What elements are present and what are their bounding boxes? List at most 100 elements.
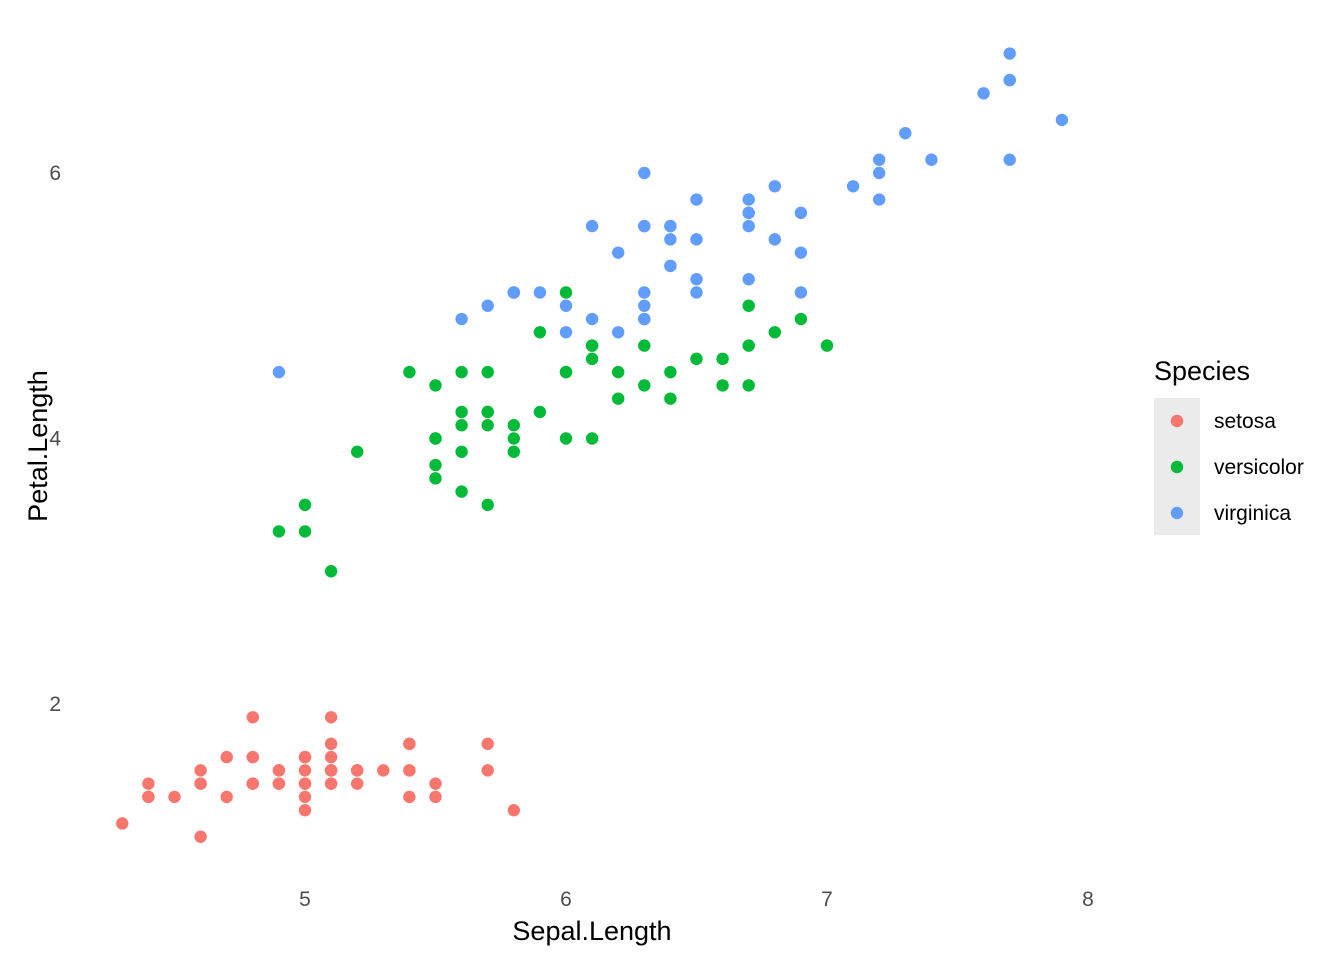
data-point-versicolor bbox=[481, 419, 494, 432]
data-point-versicolor bbox=[716, 379, 729, 392]
data-point-setosa bbox=[298, 750, 312, 764]
data-point-versicolor bbox=[768, 326, 781, 339]
data-point-versicolor bbox=[324, 565, 338, 578]
data-point-virginica bbox=[612, 246, 625, 259]
data-point-virginica bbox=[690, 193, 703, 206]
data-point-versicolor bbox=[481, 498, 494, 512]
y-tick-label: 4 bbox=[49, 428, 61, 451]
data-point-virginica bbox=[1055, 113, 1069, 127]
data-point-virginica bbox=[1003, 73, 1016, 87]
data-point-versicolor bbox=[298, 525, 312, 538]
data-point-setosa bbox=[324, 777, 338, 790]
data-point-virginica bbox=[899, 126, 912, 140]
data-point-versicolor bbox=[612, 392, 625, 405]
data-point-setosa bbox=[481, 737, 494, 751]
data-point-versicolor bbox=[820, 339, 834, 352]
data-point-virginica bbox=[481, 299, 494, 312]
data-point-versicolor bbox=[585, 339, 599, 352]
data-point-versicolor bbox=[690, 352, 703, 366]
data-point-versicolor bbox=[612, 365, 625, 379]
data-point-virginica bbox=[846, 180, 860, 193]
data-point-setosa bbox=[246, 777, 259, 790]
data-point-versicolor bbox=[716, 352, 729, 366]
data-point-virginica bbox=[1003, 47, 1016, 60]
x-axis-title: Sepal.Length bbox=[512, 916, 671, 946]
data-point-setosa bbox=[220, 750, 233, 764]
data-point-setosa bbox=[298, 777, 312, 790]
data-point-virginica bbox=[585, 312, 599, 326]
data-point-setosa bbox=[351, 764, 364, 777]
data-point-setosa bbox=[194, 777, 207, 790]
data-point-versicolor bbox=[533, 405, 547, 419]
data-point-setosa bbox=[298, 790, 312, 804]
data-point-setosa bbox=[246, 750, 259, 764]
data-point-virginica bbox=[638, 312, 651, 326]
data-point-versicolor bbox=[455, 419, 468, 432]
data-point-versicolor bbox=[481, 365, 494, 379]
data-point-virginica bbox=[742, 193, 755, 206]
data-point-virginica bbox=[742, 206, 755, 220]
data-point-virginica bbox=[533, 286, 547, 299]
data-point-versicolor bbox=[455, 365, 468, 379]
data-point-virginica bbox=[638, 219, 651, 233]
data-point-setosa bbox=[324, 737, 338, 751]
data-point-versicolor bbox=[664, 392, 677, 405]
data-point-virginica bbox=[873, 166, 886, 180]
data-point-versicolor bbox=[298, 498, 312, 512]
data-point-versicolor bbox=[351, 445, 364, 458]
legend-label-versicolor: versicolor bbox=[1214, 456, 1304, 479]
data-point-versicolor bbox=[429, 432, 442, 445]
data-point-setosa bbox=[272, 777, 286, 790]
data-point-versicolor bbox=[585, 432, 599, 445]
data-point-virginica bbox=[742, 219, 755, 233]
data-point-virginica bbox=[742, 273, 755, 286]
data-point-versicolor bbox=[742, 299, 755, 312]
data-point-versicolor bbox=[559, 432, 573, 445]
data-point-virginica bbox=[664, 233, 677, 246]
data-point-versicolor bbox=[455, 485, 468, 498]
legend-title: Species bbox=[1154, 356, 1250, 386]
data-point-versicolor bbox=[742, 339, 755, 352]
legend-items: setosa versicolor virginica bbox=[1170, 410, 1304, 525]
y-tick-label: 2 bbox=[49, 693, 61, 716]
data-point-setosa bbox=[403, 790, 416, 804]
data-point-virginica bbox=[873, 193, 886, 206]
data-point-setosa bbox=[142, 777, 155, 790]
y-axis-title: Petal.Length bbox=[23, 370, 53, 522]
x-tick-label: 6 bbox=[560, 888, 572, 911]
data-point-versicolor bbox=[507, 432, 520, 445]
data-point-versicolor bbox=[638, 339, 651, 352]
data-point-setosa bbox=[324, 711, 338, 724]
data-point-virginica bbox=[559, 326, 573, 339]
data-point-setosa bbox=[246, 711, 259, 724]
data-point-virginica bbox=[585, 219, 599, 233]
data-point-setosa bbox=[429, 790, 442, 804]
x-axis-ticks: 5 6 7 8 bbox=[299, 888, 1094, 911]
data-point-versicolor bbox=[507, 445, 520, 458]
data-point-setosa bbox=[324, 750, 338, 764]
data-point-versicolor bbox=[429, 472, 442, 485]
data-point-setosa bbox=[351, 777, 364, 790]
data-point-virginica bbox=[664, 259, 677, 273]
legend-label-setosa: setosa bbox=[1214, 410, 1276, 433]
data-point-virginica bbox=[272, 365, 286, 379]
data-point-setosa bbox=[194, 764, 207, 777]
data-point-virginica bbox=[794, 206, 808, 220]
data-point-versicolor bbox=[559, 365, 573, 379]
data-point-setosa bbox=[220, 790, 233, 804]
data-point-virginica bbox=[559, 299, 573, 312]
data-point-versicolor bbox=[429, 379, 442, 392]
data-point-versicolor bbox=[403, 365, 416, 379]
data-point-versicolor bbox=[272, 525, 286, 538]
data-point-virginica bbox=[664, 219, 677, 233]
data-point-setosa bbox=[168, 790, 181, 804]
data-point-versicolor bbox=[638, 379, 651, 392]
data-point-setosa bbox=[324, 764, 338, 777]
data-point-versicolor bbox=[794, 312, 808, 326]
data-point-setosa bbox=[403, 764, 416, 777]
data-point-virginica bbox=[638, 299, 651, 312]
data-point-virginica bbox=[873, 153, 886, 166]
y-tick-label: 6 bbox=[49, 162, 61, 185]
legend-key-versicolor bbox=[1170, 460, 1184, 474]
